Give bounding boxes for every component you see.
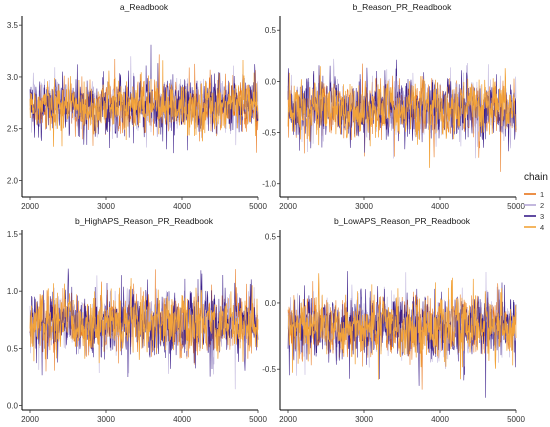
chain-trace-line bbox=[29, 278, 259, 364]
x-tick-label: 2000 bbox=[279, 415, 297, 424]
facet-panel: a_Readbook 2.0 2.5 3.0 3.5 2000 3000 4000 5000 bbox=[7, 2, 268, 211]
y-tick-label: 0.5 bbox=[265, 233, 277, 242]
y-tick-label: -0.5 bbox=[262, 129, 276, 138]
y-tick-label: 0.5 bbox=[265, 26, 277, 35]
x-tick-label: 4000 bbox=[173, 202, 191, 211]
x-tick-label: 5000 bbox=[249, 202, 267, 211]
y-tick-label: 0.0 bbox=[7, 402, 19, 411]
x-tick-label: 4000 bbox=[431, 415, 449, 424]
x-tick-label: 2000 bbox=[21, 415, 39, 424]
y-tick-label: 3.5 bbox=[7, 21, 19, 30]
chain-trace-line bbox=[287, 273, 517, 380]
chain-trace-line bbox=[287, 59, 517, 153]
y-tick-label: -0.5 bbox=[262, 365, 276, 374]
x-tick-label: 3000 bbox=[97, 202, 115, 211]
legend-title: chain bbox=[524, 172, 548, 183]
y-tick-label: 2.0 bbox=[7, 176, 19, 185]
x-tick-label: 2000 bbox=[21, 202, 39, 211]
x-tick-label: 3000 bbox=[355, 202, 373, 211]
panel-title: a_Readbook bbox=[120, 2, 169, 12]
y-tick-label: 0.5 bbox=[7, 344, 19, 353]
chain-trace-line bbox=[287, 271, 517, 398]
facet-panel: b_HighAPS_Reason_PR_Readbook 0.0 0.5 1.0 1.5… bbox=[7, 216, 268, 424]
x-tick-label: 2000 bbox=[279, 202, 297, 211]
facet-panel: b_LowAPS_Reason_PR_Readbook -0.5 0.0 0.5 200… bbox=[262, 216, 525, 424]
panel-title: b_Reason_PR_Readbook bbox=[353, 2, 453, 12]
y-tick-label: 1.0 bbox=[7, 287, 19, 296]
x-tick-label: 4000 bbox=[173, 415, 191, 424]
legend-entry-label: 2 bbox=[540, 201, 544, 210]
x-tick-label: 5000 bbox=[249, 415, 267, 424]
chain-legend: chain 1 2 3 4 bbox=[524, 172, 548, 232]
x-tick-label: 5000 bbox=[507, 202, 525, 211]
chain-trace-line bbox=[29, 275, 259, 390]
chain-trace-line bbox=[29, 59, 259, 147]
facet-panel: b_Reason_PR_Readbook -1.0 -0.5 0.0 0.5 2000 30… bbox=[262, 2, 525, 211]
y-tick-label: 1.5 bbox=[7, 230, 19, 239]
panel-title: b_HighAPS_Reason_PR_Readbook bbox=[75, 216, 214, 226]
legend-entry-label: 1 bbox=[540, 190, 544, 199]
y-tick-label: 2.5 bbox=[7, 125, 19, 134]
chain-trace-line bbox=[287, 66, 517, 168]
x-tick-label: 3000 bbox=[355, 415, 373, 424]
y-tick-label: 0.0 bbox=[265, 299, 277, 308]
x-tick-label: 5000 bbox=[507, 415, 525, 424]
x-tick-label: 3000 bbox=[97, 415, 115, 424]
y-tick-label: 0.0 bbox=[265, 77, 277, 86]
y-tick-label: 3.0 bbox=[7, 73, 19, 82]
panel-title: b_LowAPS_Reason_PR_Readbook bbox=[334, 216, 471, 226]
legend-entry-label: 4 bbox=[540, 223, 544, 232]
y-tick-label: -1.0 bbox=[262, 180, 276, 189]
x-tick-label: 4000 bbox=[431, 202, 449, 211]
legend-entry-label: 3 bbox=[540, 212, 544, 221]
